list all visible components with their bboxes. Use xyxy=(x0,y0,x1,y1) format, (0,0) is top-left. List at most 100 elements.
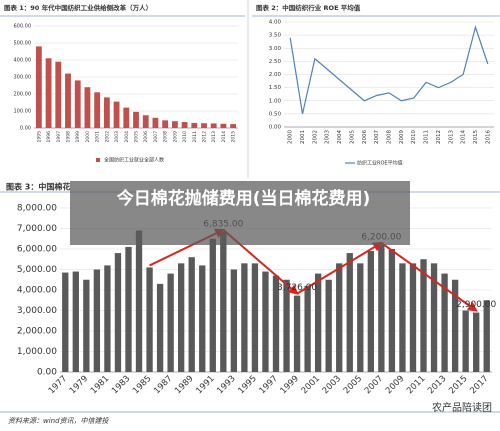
bar xyxy=(55,61,62,129)
bar xyxy=(473,312,480,372)
bar xyxy=(357,263,364,372)
y-tick-label: 200.00 xyxy=(14,92,32,98)
x-tick-label: 1981 xyxy=(89,374,111,396)
x-tick-label: 2011 xyxy=(192,131,198,143)
bar xyxy=(167,273,174,372)
x-tick-label: 1997 xyxy=(258,374,280,396)
y-tick-label: 500.00 xyxy=(14,41,32,47)
bar xyxy=(220,231,227,372)
bar xyxy=(388,249,396,372)
y-tick-label: 300.00 xyxy=(14,75,32,81)
y-tick-label: 400.00 xyxy=(14,58,32,64)
bar xyxy=(65,73,71,128)
x-tick-label: 2007 xyxy=(153,131,159,143)
y-tick-label: 0.00 xyxy=(269,125,282,131)
y-tick-label: 0.50 xyxy=(269,111,282,117)
bar xyxy=(262,271,269,372)
y-tick-label: 4.00 xyxy=(269,20,282,26)
y-tick-label: 2.00 xyxy=(269,72,282,78)
bar xyxy=(346,253,353,372)
bar xyxy=(114,253,122,372)
bar xyxy=(230,124,237,128)
x-tick-label: 2002 xyxy=(312,130,318,144)
x-tick-label: 1989 xyxy=(173,374,195,396)
x-tick-label: 2002 xyxy=(104,131,110,143)
x-tick-label: 2011 xyxy=(405,374,427,396)
x-tick-label: 2001 xyxy=(300,374,322,396)
bar xyxy=(483,300,490,372)
x-tick-label: 1985 xyxy=(131,374,153,396)
overlay-box xyxy=(70,181,410,245)
bar xyxy=(135,230,143,372)
bar xyxy=(94,92,101,128)
x-tick-label: 2013 xyxy=(448,130,454,144)
x-tick-label: 2014 xyxy=(221,131,227,143)
y-tick-label: 3.50 xyxy=(269,33,282,39)
bar xyxy=(125,246,132,372)
x-tick-label: 2015 xyxy=(231,131,237,143)
bar xyxy=(462,310,469,372)
bar xyxy=(209,238,216,372)
x-tick-label: 2004 xyxy=(124,131,130,143)
x-tick-label: 2012 xyxy=(202,131,208,143)
bar xyxy=(103,97,110,128)
x-tick-label: 2000 xyxy=(85,131,91,143)
chart-title: 图表 3：中国棉花 xyxy=(6,182,70,192)
y-tick-label: 5,000.00 xyxy=(17,265,57,275)
x-tick-label: 2003 xyxy=(321,374,343,396)
bar xyxy=(293,295,301,372)
line xyxy=(289,25,489,115)
x-tick-label: 2013 xyxy=(426,374,448,396)
bar xyxy=(146,267,153,372)
bar xyxy=(162,120,169,128)
bar xyxy=(304,285,311,372)
x-tick-label: 2015 xyxy=(447,374,469,396)
x-tick-label: 1991 xyxy=(194,374,216,396)
x-tick-label: 2010 xyxy=(182,131,188,143)
bar xyxy=(220,123,227,128)
x-tick-label: 2013 xyxy=(211,131,217,143)
x-tick-label: 1995 xyxy=(36,131,42,143)
x-tick-label: 1996 xyxy=(46,131,52,143)
x-tick-label: 2009 xyxy=(399,130,405,144)
bar xyxy=(152,117,159,128)
bar xyxy=(451,279,459,372)
bar xyxy=(35,46,42,128)
bar xyxy=(251,263,259,372)
bar xyxy=(420,259,427,372)
x-tick-label: 1999 xyxy=(279,374,301,396)
legend-swatch xyxy=(96,158,100,162)
x-tick-label: 2010 xyxy=(411,130,417,144)
bar xyxy=(84,87,91,128)
y-tick-label: 8,000.00 xyxy=(17,204,57,214)
y-tick-label: 1.00 xyxy=(269,98,282,104)
x-tick-label: 2007 xyxy=(374,130,380,144)
bar xyxy=(325,279,332,372)
x-tick-label: 1993 xyxy=(215,374,237,396)
y-tick-label: 1,000.00 xyxy=(17,347,57,357)
y-tick-label: 7,000.00 xyxy=(17,224,57,234)
y-tick-label: 4,000.00 xyxy=(17,286,57,296)
bar xyxy=(399,263,406,372)
trend-arrow xyxy=(380,242,478,312)
x-tick-label: 2006 xyxy=(362,130,368,144)
value-label: 2,900.00 xyxy=(456,300,496,310)
x-tick-label: 2016 xyxy=(485,130,491,144)
x-tick-label: 2004 xyxy=(337,130,343,144)
bar xyxy=(367,251,374,372)
x-tick-label: 1999 xyxy=(75,131,81,143)
x-tick-label: 2001 xyxy=(95,131,101,143)
trend-arrow xyxy=(296,241,384,295)
bar xyxy=(314,273,322,372)
y-tick-label: 0.00 xyxy=(37,368,57,378)
bar xyxy=(188,257,195,372)
y-tick-label: 6,000.00 xyxy=(17,245,57,255)
source: 资料来源：wind资讯，中信建投 xyxy=(8,417,110,425)
bar xyxy=(441,273,448,372)
bar xyxy=(210,123,217,128)
x-tick-label: 1998 xyxy=(66,131,72,143)
bar xyxy=(142,115,149,128)
bar xyxy=(104,265,111,372)
legend-label: 纺织工业ROE平均值 xyxy=(357,160,403,167)
x-tick-label: 2009 xyxy=(384,374,406,396)
